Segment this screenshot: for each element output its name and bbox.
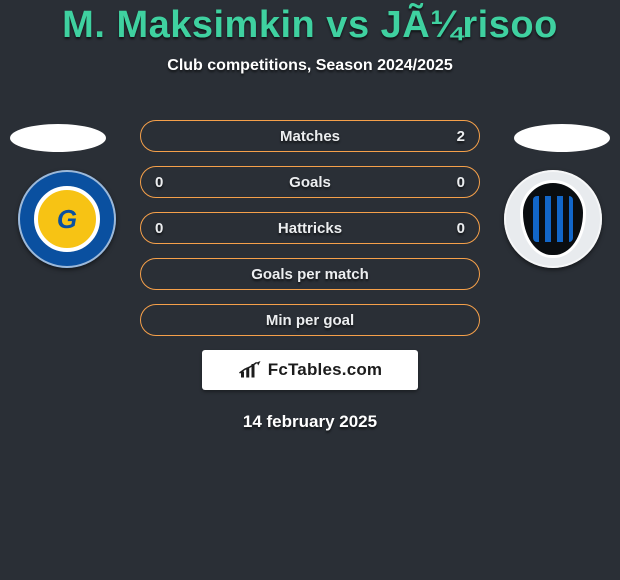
stat-label: Goals (289, 174, 331, 191)
stat-label: Hattricks (278, 220, 342, 237)
date-label: 14 february 2025 (140, 412, 480, 432)
player-avatar-right-ellipse (514, 124, 610, 152)
club-badge-left: G (18, 170, 116, 268)
source-logo-text: FcTables.com (268, 360, 383, 380)
club-badge-left-inner: G (34, 186, 100, 252)
stat-row-matches: Matches 2 (140, 120, 480, 152)
source-logo-box: FcTables.com (202, 350, 418, 390)
player-avatar-left-ellipse (10, 124, 106, 152)
stat-row-min-per-goal: Min per goal (140, 304, 480, 336)
stat-right-value: 0 (457, 213, 465, 243)
page-title: M. Maksimkin vs JÃ¼risoo (0, 0, 620, 47)
club-badge-right-inner (520, 180, 586, 258)
stat-left-value: 0 (155, 167, 163, 197)
stat-row-hattricks: 0 Hattricks 0 (140, 212, 480, 244)
club-badge-right (504, 170, 602, 268)
stat-right-value: 0 (457, 167, 465, 197)
stat-row-goals-per-match: Goals per match (140, 258, 480, 290)
stat-left-value: 0 (155, 213, 163, 243)
comparison-card: M. Maksimkin vs JÃ¼risoo Club competitio… (0, 0, 620, 580)
stats-column: Matches 2 0 Goals 0 0 Hattricks 0 Goals … (140, 120, 480, 432)
stat-label: Matches (280, 128, 340, 145)
stat-row-goals: 0 Goals 0 (140, 166, 480, 198)
subtitle: Club competitions, Season 2024/2025 (0, 57, 620, 75)
club-badge-left-initial: G (57, 204, 77, 235)
stat-label: Min per goal (266, 312, 354, 329)
stat-right-value: 2 (457, 121, 465, 151)
club-badge-right-stripes (533, 196, 573, 242)
stat-label: Goals per match (251, 266, 369, 283)
bar-chart-icon (238, 360, 262, 380)
